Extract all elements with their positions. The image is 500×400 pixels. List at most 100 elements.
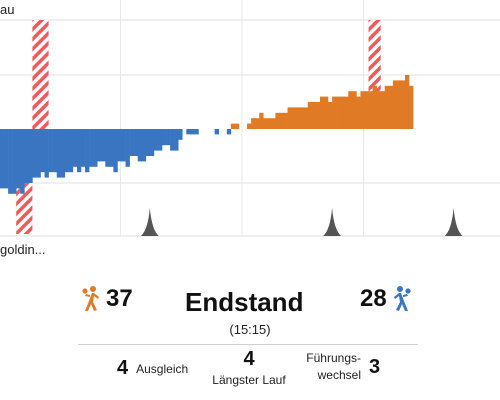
lead-bar-bottom-1-29 xyxy=(117,129,122,162)
lead-bar-bottom-1-6 xyxy=(24,129,29,183)
lead-timeline-chart: 15'30'45' xyxy=(0,0,500,237)
lead-bar-top-0-34 xyxy=(376,91,381,129)
lead-bar-bottom-1-4 xyxy=(16,129,21,189)
lead-bar-top-0-12 xyxy=(287,107,292,129)
lead-bar-top-0-4 xyxy=(255,118,260,129)
halftime-score: (15:15) xyxy=(229,322,271,337)
lead-bar-bottom-1-11 xyxy=(44,129,49,178)
lead-bar-bottom-1-33 xyxy=(133,129,138,156)
home-score: 37 xyxy=(106,285,133,312)
longest-run-label: Längster Lauf xyxy=(212,373,286,387)
lead-changes-label: Führungs- wechsel xyxy=(305,350,361,384)
stat-lead-changes: Führungs- wechsel 3 xyxy=(305,350,380,384)
hatched-period-0 xyxy=(32,20,49,129)
lead-bar-top-0-1 xyxy=(234,123,240,129)
lead-bar-top-0-22 xyxy=(328,102,333,129)
lead-bar-bottom-1-22 xyxy=(89,129,94,167)
lead-bar-bottom-1-10 xyxy=(40,129,45,173)
lead-bar-top-0-13 xyxy=(291,107,296,129)
lead-bar-top-0-39 xyxy=(396,80,402,129)
lead-bar-top-0-8 xyxy=(271,118,276,129)
lead-bar-bottom-1-18 xyxy=(72,129,78,167)
lead-bar-top-0-19 xyxy=(315,102,321,129)
lead-bar-top-0-41 xyxy=(405,75,410,129)
lead-bar-bottom-1-9 xyxy=(36,129,41,178)
lead-bar-top-0-35 xyxy=(380,91,386,129)
lead-bar-top-0-15 xyxy=(299,107,305,129)
lead-bar-top-0-6 xyxy=(263,118,268,129)
lead-bar-top-0-30 xyxy=(360,91,365,129)
lead-bar-top-0-2 xyxy=(247,123,252,129)
lead-bar-bottom-1-37 xyxy=(149,129,155,156)
lead-bar-bottom-1-43 xyxy=(174,129,179,151)
lead-bar-top-0-38 xyxy=(392,80,398,129)
lead-bar-bottom-1-30 xyxy=(121,129,126,162)
lead-bar-bottom-1-24 xyxy=(97,129,102,162)
lead-bar-bottom-1-27 xyxy=(109,129,114,167)
score-row: 37 Endstand 28 xyxy=(0,285,500,325)
lead-bar-top-0-20 xyxy=(319,96,325,129)
lead-bar-top-0-9 xyxy=(275,112,280,129)
away-score: 28 xyxy=(360,285,387,312)
timeout-marker-0 xyxy=(140,208,159,236)
lead-bar-bottom-1-47 xyxy=(194,129,199,135)
lead-bar-bottom-1-8 xyxy=(32,129,37,178)
lead-changes-count: 3 xyxy=(369,355,381,378)
lead-bar-bottom-2-0 xyxy=(214,129,219,135)
lead-bar-bottom-1-5 xyxy=(20,129,25,194)
lead-bar-bottom-1-20 xyxy=(81,129,86,167)
home-team-label: au xyxy=(0,2,15,17)
stat-ausgleich: 4 Ausgleich xyxy=(117,357,188,380)
lead-bar-top-0-5 xyxy=(259,112,264,129)
lead-bar-bottom-1-46 xyxy=(190,129,195,135)
lead-bar-top-0-23 xyxy=(332,96,337,129)
lead-bar-top-0-16 xyxy=(303,107,309,129)
lead-bar-bottom-1-15 xyxy=(60,129,66,178)
lead-bar-top-0-10 xyxy=(279,112,284,129)
lead-bar-top-0-32 xyxy=(368,91,373,129)
timeout-marker-1 xyxy=(323,208,342,236)
lead-bar-top-0-0 xyxy=(230,123,236,129)
handball-player-blue-icon xyxy=(393,286,411,311)
lead-bar-bottom-1-45 xyxy=(186,129,191,135)
lead-bar-bottom-1-3 xyxy=(12,129,17,194)
result-title: Endstand xyxy=(185,287,304,317)
lead-bar-bottom-1-36 xyxy=(145,129,151,156)
lead-bar-bottom-1-2 xyxy=(8,129,13,194)
lead-bar-top-0-11 xyxy=(283,112,288,129)
lead-bar-top-0-24 xyxy=(336,96,341,129)
lead-bar-top-0-25 xyxy=(340,96,345,129)
lead-bar-bottom-1-35 xyxy=(141,129,147,162)
away-score-group: 28 xyxy=(360,285,413,313)
lead-bar-bottom-1-19 xyxy=(76,129,82,173)
lead-bar-bottom-1-28 xyxy=(113,129,118,173)
longest-run-count: 4 xyxy=(243,348,255,370)
lead-bar-top-0-7 xyxy=(267,118,272,129)
lead-bar-bottom-1-23 xyxy=(93,129,98,167)
lead-bar-bottom-1-14 xyxy=(56,129,62,178)
handball-player-orange-icon xyxy=(82,286,99,311)
stat-longest-run: 4 Längster Lauf xyxy=(205,348,293,387)
away-team-label: goldin... xyxy=(0,242,46,257)
lead-bar-bottom-1-42 xyxy=(170,129,175,151)
ausgleich-count: 4 xyxy=(117,357,129,379)
lead-bar-bottom-1-13 xyxy=(52,129,57,173)
lead-bar-top-0-27 xyxy=(348,91,353,129)
lead-bar-top-0-14 xyxy=(295,107,300,129)
lead-bar-bottom-1-0 xyxy=(0,129,5,189)
lead-bar-top-0-42 xyxy=(409,85,414,129)
lead-changes-label-line1: Führungs- xyxy=(306,351,361,365)
lead-bar-bottom-1-39 xyxy=(157,129,163,151)
lead-bar-bottom-1-41 xyxy=(166,129,171,146)
lead-bar-bottom-1-1 xyxy=(4,129,9,189)
lead-bar-bottom-2-1 xyxy=(226,129,232,135)
lead-bar-bottom-1-17 xyxy=(68,129,74,173)
lead-bar-top-0-18 xyxy=(311,102,317,129)
lead-bar-top-0-3 xyxy=(251,118,256,129)
lead-bar-bottom-1-7 xyxy=(28,129,33,183)
lead-bar-top-0-36 xyxy=(384,85,390,129)
lead-bar-bottom-1-38 xyxy=(153,129,159,151)
lead-bar-top-0-29 xyxy=(356,96,361,129)
lead-bar-bottom-1-32 xyxy=(129,129,134,156)
ausgleich-label: Ausgleich xyxy=(136,361,189,376)
